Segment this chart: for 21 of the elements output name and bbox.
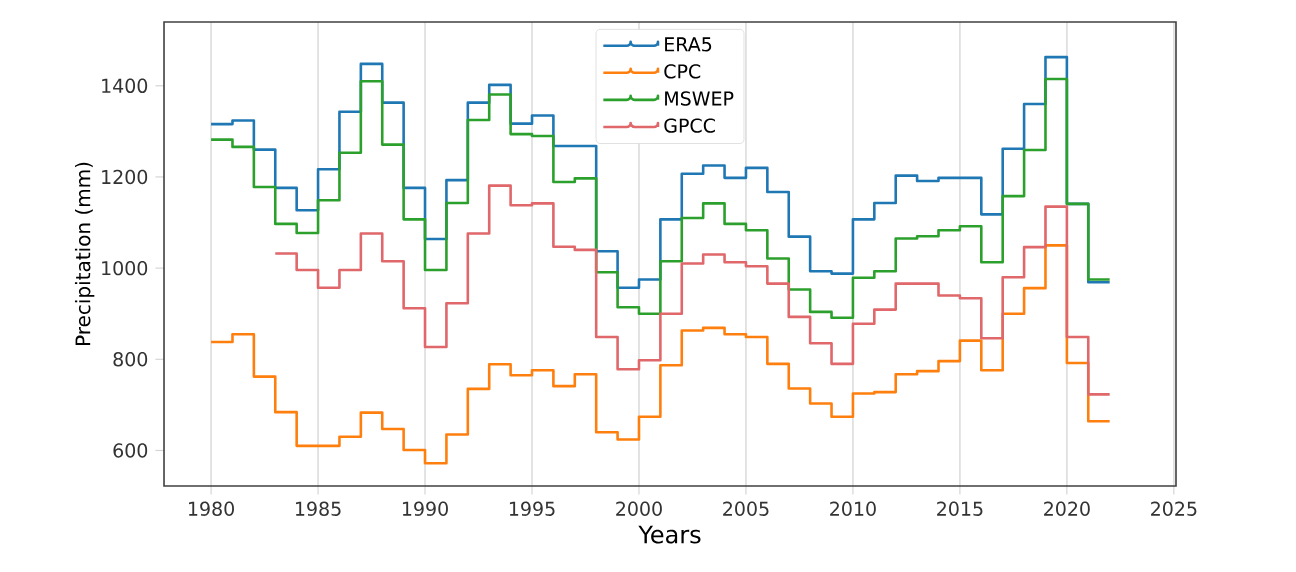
- x-axis-title: Years: [638, 525, 701, 544]
- x-tick-label: 1980: [189, 501, 234, 516]
- x-tick-label: 2005: [723, 501, 769, 516]
- y-tick-label: 1200: [102, 169, 148, 185]
- y-axis-title: Precipitation (mm): [74, 162, 95, 345]
- y-tick-label: 800: [113, 352, 148, 367]
- x-tick-label: 2020: [1044, 501, 1090, 516]
- x-tick-label: 1995: [509, 501, 555, 516]
- x-tick-label: 1990: [402, 501, 448, 516]
- legend-label: GPCC: [664, 118, 715, 133]
- legend-label: MSWEP: [665, 91, 734, 106]
- y-tick-label: 1000: [102, 260, 148, 276]
- y-tick-label: 1400: [102, 78, 148, 93]
- x-tick-label: 1985: [295, 501, 341, 516]
- x-tick-label: 2010: [830, 501, 876, 516]
- x-tick-label: 2015: [937, 501, 983, 516]
- y-tick-label: 600: [113, 443, 148, 458]
- legend-label: CPC: [664, 64, 701, 79]
- legend-label: ERA5: [665, 37, 712, 52]
- x-tick-label: 2000: [616, 501, 662, 516]
- x-tick-label: 2025: [1151, 501, 1197, 516]
